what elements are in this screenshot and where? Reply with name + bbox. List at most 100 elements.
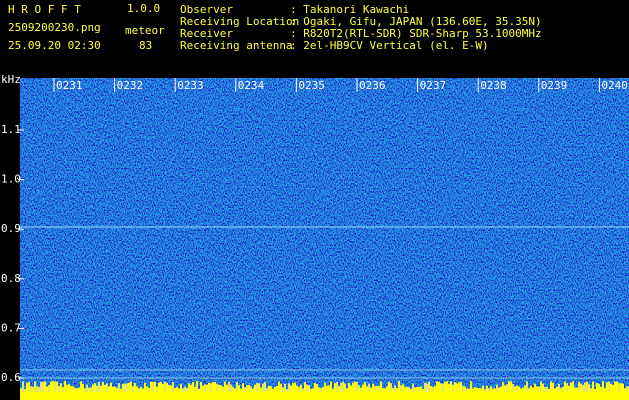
level-bar (452, 384, 454, 392)
level-bar (602, 381, 604, 392)
level-bar (114, 386, 116, 392)
level-bar (382, 388, 384, 392)
level-bar (384, 388, 386, 392)
level-bar (568, 385, 570, 392)
level-bar (312, 388, 314, 392)
level-bar (494, 388, 496, 392)
level-bar (90, 387, 92, 392)
level-bar (532, 387, 534, 392)
level-bar (458, 382, 460, 392)
level-bar (562, 386, 564, 392)
level-bar (92, 384, 94, 392)
level-bar (424, 382, 426, 392)
level-bar (222, 386, 224, 392)
level-bar (244, 387, 246, 392)
freq-unit: kHz (1, 73, 21, 86)
level-bar (594, 388, 596, 392)
level-bar (22, 381, 24, 392)
level-bar (614, 381, 616, 392)
freq-label: 0.8 (1, 272, 21, 285)
level-bar (380, 381, 382, 392)
level-bar (78, 387, 80, 392)
level-bar (306, 384, 308, 392)
time-label: 0238 (480, 79, 507, 92)
level-bar (38, 386, 40, 392)
level-bar (36, 386, 38, 392)
level-base (20, 392, 629, 400)
level-bar (470, 381, 472, 392)
level-bar (238, 385, 240, 392)
level-bar (100, 385, 102, 392)
level-bar (282, 387, 284, 392)
level-bar (346, 388, 348, 392)
level-bar (574, 387, 576, 392)
level-bar (258, 383, 260, 392)
level-bar (280, 384, 282, 392)
level-bar (498, 387, 500, 392)
level-bar (24, 388, 26, 392)
level-bar (416, 386, 418, 392)
level-bar (350, 385, 352, 392)
freq-label: 0.6 (1, 371, 21, 384)
level-bar (106, 383, 108, 392)
level-bar (396, 388, 398, 392)
level-bar (120, 388, 122, 392)
level-bar (234, 388, 236, 392)
level-bar (454, 382, 456, 392)
freq-label: 0.7 (1, 321, 21, 334)
level-bar (344, 383, 346, 392)
level-bar (98, 381, 100, 392)
level-bar (276, 385, 278, 392)
level-bar (174, 387, 176, 392)
level-bar (526, 381, 528, 392)
level-bar (268, 385, 270, 392)
level-bar (94, 383, 96, 392)
level-bar (414, 387, 416, 392)
level-bar (310, 388, 312, 392)
level-bar (504, 385, 506, 392)
level-bar (340, 382, 342, 392)
level-bar (442, 383, 444, 392)
level-bar (326, 385, 328, 392)
level-bar (160, 381, 162, 392)
level-bar (170, 385, 172, 392)
level-bar (274, 387, 276, 392)
level-bar (432, 386, 434, 392)
level-bar (216, 383, 218, 392)
level-bar (176, 386, 178, 392)
level-bar (162, 384, 164, 392)
info-value: : Ogaki, Gifu, JAPAN (136.60E, 35.35N) (290, 15, 542, 28)
level-bar (272, 388, 274, 392)
level-bar (54, 381, 56, 392)
level-bar (58, 386, 60, 392)
level-bar (256, 383, 258, 392)
level-bar (324, 382, 326, 392)
level-bar (32, 386, 34, 392)
level-bar (336, 381, 338, 392)
filename: 2509200230.png (8, 21, 101, 34)
level-bar (362, 384, 364, 392)
level-bar (328, 385, 330, 392)
axes: 1.1 1.0 0.9 0.8 0.7 0.6 0231 0232 0233 0234 0235 02… (1, 78, 628, 384)
level-bar (330, 381, 332, 392)
level-bar (126, 383, 128, 392)
level-bar (420, 386, 422, 392)
level-bar (560, 388, 562, 392)
time-label: 0233 (177, 79, 204, 92)
level-bar (490, 386, 492, 392)
level-bar (438, 382, 440, 392)
level-bar (500, 386, 502, 392)
level-bar (592, 381, 594, 392)
time-label: 0235 (298, 79, 325, 92)
level-bar (64, 381, 66, 392)
level-bar (140, 386, 142, 392)
freq-label: 0.9 (1, 222, 21, 235)
level-bar (364, 381, 366, 392)
level-bar (608, 381, 610, 392)
level-bar (182, 388, 184, 392)
level-bar (444, 381, 446, 392)
level-bar (72, 386, 74, 392)
level-bar (356, 382, 358, 392)
